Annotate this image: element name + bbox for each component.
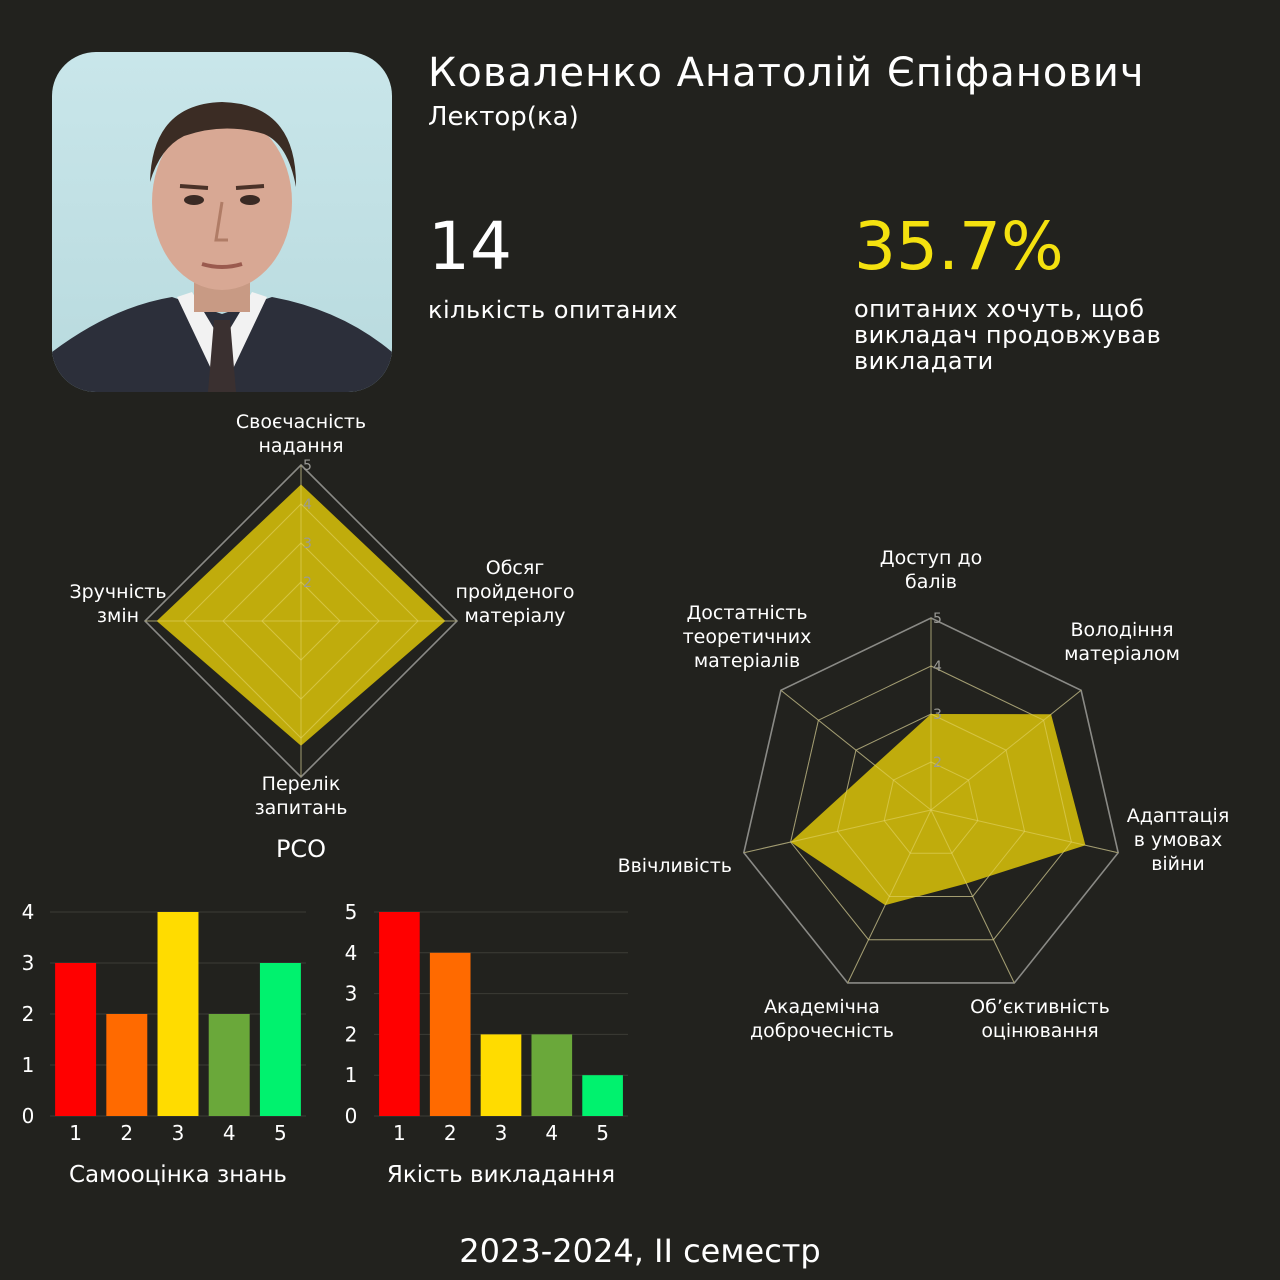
bar-2 (429, 952, 471, 1116)
radar-axis-label: Адаптація в умовах війни (1127, 805, 1230, 875)
bar-4 (531, 1034, 573, 1116)
radar-axis-label: Академічна доброчесність (750, 996, 894, 1042)
radar-axis-label: Об’єктивність оцінювання (970, 996, 1110, 1042)
bar-y-tick: 2 (345, 1022, 358, 1046)
bar-5 (582, 1075, 623, 1116)
radar-spoke-overlay (743, 809, 932, 854)
radar-spoke-overlay (930, 809, 1119, 854)
radar-axis-label: Ввічливість (618, 855, 732, 877)
radar-spoke-overlay (930, 689, 1082, 811)
bar-y-tick: 5 (345, 900, 358, 924)
bar-x-tick: 2 (120, 1121, 133, 1145)
semester-footer: 2023-2024, II семестр (459, 1232, 821, 1270)
radar-grid-overlay (836, 713, 1026, 897)
radar-axis-label: Зручність змін (69, 581, 166, 627)
bar-y-tick: 4 (22, 900, 35, 924)
bar-3 (480, 1034, 522, 1116)
bar-x-tick: 5 (596, 1121, 609, 1145)
radar-grid-overlay (183, 503, 419, 739)
radar-tick-label: 4 (933, 659, 942, 675)
bar-x-tick: 3 (495, 1121, 508, 1145)
radar-grid-overlay (883, 761, 979, 854)
continue-label: опитаних хочуть, щоб викладач продовжува… (854, 295, 1162, 375)
bar-x-tick: 1 (69, 1121, 82, 1145)
lecturer-role: Лектор(ка) (428, 102, 579, 132)
radar-spoke-overlay (930, 809, 1015, 984)
radar-axis-label: Перелік запитань (255, 773, 348, 819)
bar-y-tick: 1 (22, 1053, 35, 1077)
bar-3 (157, 912, 199, 1116)
radar-grid-overlay (261, 581, 341, 661)
bar-y-tick: 3 (345, 982, 358, 1006)
radar-axis-label: Володіння матеріалом (1064, 619, 1180, 665)
radar-spoke-overlay (780, 689, 932, 811)
bar-x-tick: 4 (545, 1121, 558, 1145)
bar-x-tick: 4 (223, 1121, 236, 1145)
radar-axis-label: Доступ до балів (880, 547, 982, 593)
radar-tick-label: 2 (933, 755, 942, 771)
bar-y-tick: 0 (345, 1104, 358, 1128)
bar-x-tick: 3 (172, 1121, 185, 1145)
radar-tick-label: 3 (303, 536, 312, 552)
bar-y-tick: 2 (22, 1002, 35, 1026)
bar-4 (208, 1014, 250, 1116)
radar-axis-label: Своєчасність надання (236, 411, 366, 457)
radar-grid-overlay (790, 665, 1072, 941)
respondents-count: 14 (428, 208, 512, 285)
respondents-label: кількість опитаних (428, 296, 678, 324)
bar-y-tick: 3 (22, 951, 35, 975)
bar-1 (55, 963, 97, 1116)
bar-1 (379, 912, 420, 1116)
bar-chart-self-assessment: 0 1 2 3 4 1 2 3 4 5 Самооцінка знань (22, 900, 306, 1188)
radar-data-area (156, 484, 446, 746)
bar-chart-title: Самооцінка знань (69, 1162, 287, 1188)
continue-percentage: 35.7% (854, 208, 1064, 285)
bar-y-tick: 4 (345, 941, 358, 965)
bar-y-tick: 0 (22, 1104, 35, 1128)
radar-tick-label: 2 (303, 575, 312, 591)
radar-grid-overlay (222, 542, 380, 700)
radar-tick-label: 4 (303, 497, 312, 513)
radar-tick-label: 5 (303, 458, 312, 474)
bar-x-tick: 5 (274, 1121, 287, 1145)
radar-tick-label: 3 (933, 707, 942, 723)
radar-axis-label: Достатність теоретичних матеріалів (683, 602, 812, 672)
radar-chart-teaching: 2 3 4 5 Доступ до балів Володіння матеріалом Ада… (618, 547, 1230, 1042)
bar-chart-title: Якість викладання (387, 1162, 615, 1188)
bar-x-tick: 2 (444, 1121, 457, 1145)
lecturer-name: Коваленко Анатолій Єпіфанович (428, 50, 1145, 96)
radar-grid-ring (742, 617, 1120, 984)
bar-x-tick: 1 (393, 1121, 406, 1145)
bar-2 (106, 1014, 148, 1116)
radar-tick-label: 5 (933, 611, 942, 627)
radar-axis-label: Обсяг пройденого матеріалу (456, 557, 575, 627)
bar-chart-teaching-quality: 0 1 2 3 4 5 1 2 3 4 5 Якість викладання (345, 900, 628, 1188)
bar-y-tick: 1 (345, 1063, 358, 1087)
bar-5 (259, 963, 301, 1116)
radar-title: РСО (276, 835, 326, 863)
radar-data-area (790, 714, 1086, 906)
lecturer-photo (52, 52, 392, 392)
radar-spoke-overlay (847, 809, 932, 984)
